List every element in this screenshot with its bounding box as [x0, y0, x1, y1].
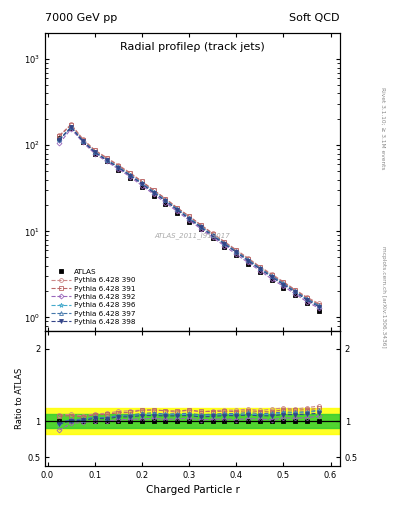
- Text: Radial profileρ (track jets): Radial profileρ (track jets): [120, 42, 265, 52]
- Y-axis label: Ratio to ATLAS: Ratio to ATLAS: [15, 368, 24, 429]
- Legend: ATLAS, Pythia 6.428 390, Pythia 6.428 391, Pythia 6.428 392, Pythia 6.428 396, P: ATLAS, Pythia 6.428 390, Pythia 6.428 39…: [49, 267, 138, 327]
- X-axis label: Charged Particle r: Charged Particle r: [146, 485, 239, 495]
- Text: 7000 GeV pp: 7000 GeV pp: [45, 13, 118, 23]
- Text: Soft QCD: Soft QCD: [290, 13, 340, 23]
- Text: ATLAS_2011_I919017: ATLAS_2011_I919017: [155, 232, 230, 239]
- Text: mcplots.cern.ch [arXiv:1306.3436]: mcplots.cern.ch [arXiv:1306.3436]: [381, 246, 386, 348]
- Text: Rivet 3.1.10; ≥ 3.1M events: Rivet 3.1.10; ≥ 3.1M events: [381, 87, 386, 169]
